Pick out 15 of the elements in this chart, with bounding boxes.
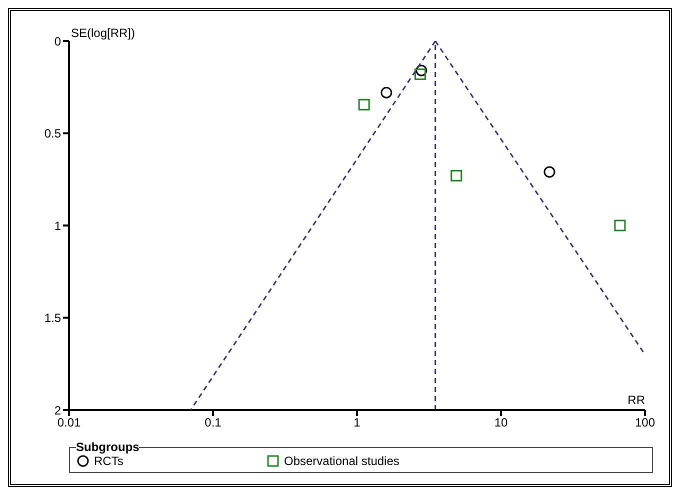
legend-title: Subgroups (76, 440, 140, 454)
y-tick-label: 0.5 (44, 126, 62, 141)
x-tick-label: 0.1 (204, 416, 222, 430)
legend-label: RCTs (94, 454, 124, 468)
y-tick-label: 0 (54, 34, 62, 48)
x-axis-title: RR (628, 393, 646, 407)
y-tick-label: 1.5 (44, 311, 62, 326)
legend-label: Observational studies (284, 454, 400, 468)
x-tick-label: 0.01 (57, 416, 81, 430)
y-axis-title: SE(log[RR]) (71, 26, 136, 40)
y-tick-label: 2 (54, 403, 62, 418)
x-tick-label: 10 (494, 416, 508, 430)
x-tick-label: 1 (354, 416, 361, 430)
y-tick-label: 1 (54, 218, 62, 233)
x-tick-label: 100 (634, 416, 656, 430)
